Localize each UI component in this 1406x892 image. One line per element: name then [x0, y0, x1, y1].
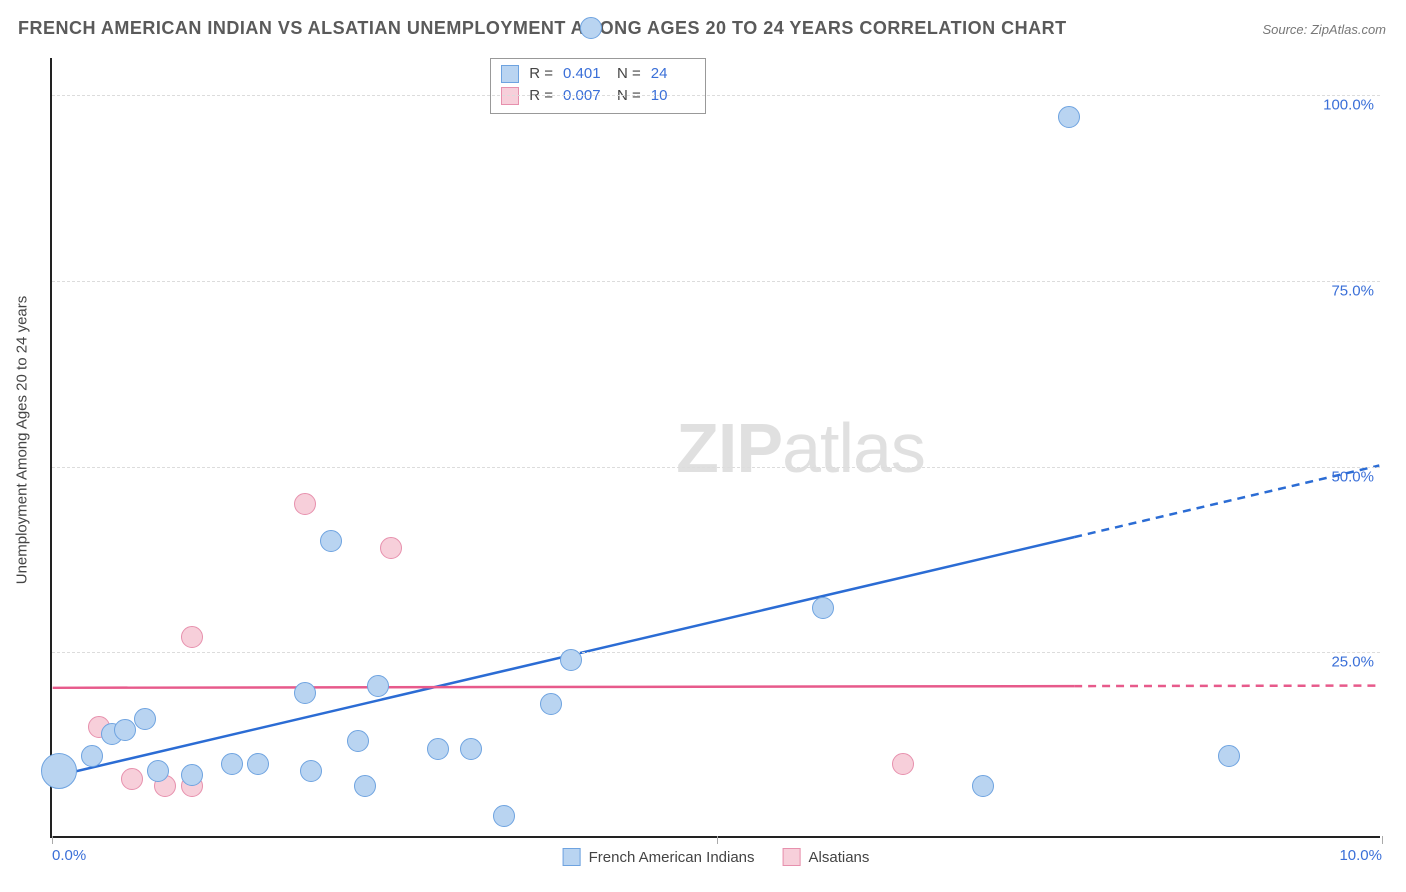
watermark: ZIPatlas: [676, 408, 925, 488]
data-point-a: [147, 760, 169, 782]
data-point-a: [300, 760, 322, 782]
data-point-a: [294, 682, 316, 704]
data-point-a: [354, 775, 376, 797]
data-point-a: [221, 753, 243, 775]
data-point-a: [460, 738, 482, 760]
data-point-a: [493, 805, 515, 827]
chart-title: FRENCH AMERICAN INDIAN VS ALSATIAN UNEMP…: [18, 18, 1067, 39]
watermark-bold: ZIP: [676, 409, 782, 487]
x-tick-label: 0.0%: [52, 847, 86, 864]
y-tick-label: 100.0%: [1323, 97, 1374, 114]
data-point-a: [1218, 745, 1240, 767]
data-point-a: [114, 719, 136, 741]
legend-label-b: Alsatians: [809, 849, 870, 866]
data-point-b: [380, 537, 402, 559]
data-point-a: [347, 730, 369, 752]
y-tick-label: 25.0%: [1331, 654, 1374, 671]
data-point-a: [41, 753, 77, 789]
stat-n-label: N =: [617, 63, 641, 85]
data-point-a: [134, 708, 156, 730]
watermark-rest: atlas: [782, 409, 925, 487]
x-tick: [1382, 836, 1383, 844]
y-axis-label: Unemployment Among Ages 20 to 24 years: [14, 296, 31, 585]
scatter-plot-area: ZIPatlas R = 0.401 N = 24 R = 0.007 N = …: [50, 58, 1380, 838]
swatch-series-a: [501, 65, 519, 83]
data-point-a: [320, 530, 342, 552]
stat-r-value-a: 0.401: [563, 63, 607, 85]
y-tick-label: 50.0%: [1331, 468, 1374, 485]
legend-swatch-b: [783, 848, 801, 866]
data-point-b: [294, 493, 316, 515]
data-point-a: [580, 17, 602, 39]
legend-item-b: Alsatians: [783, 848, 870, 866]
stat-r-label: R =: [529, 63, 553, 85]
data-point-b: [892, 753, 914, 775]
data-point-b: [181, 626, 203, 648]
data-point-a: [181, 764, 203, 786]
gridline-h: [52, 467, 1380, 468]
x-tick: [52, 836, 53, 844]
y-tick-label: 75.0%: [1331, 282, 1374, 299]
data-point-a: [812, 597, 834, 619]
gridline-h: [52, 652, 1380, 653]
legend-swatch-a: [563, 848, 581, 866]
data-point-a: [540, 693, 562, 715]
legend-label-a: French American Indians: [589, 849, 755, 866]
x-tick-label: 10.0%: [1339, 847, 1382, 864]
gridline-h: [52, 95, 1380, 96]
data-point-a: [1058, 106, 1080, 128]
data-point-a: [367, 675, 389, 697]
gridline-h: [52, 281, 1380, 282]
correlation-stats-legend: R = 0.401 N = 24 R = 0.007 N = 10: [490, 58, 706, 114]
data-point-a: [972, 775, 994, 797]
data-point-a: [247, 753, 269, 775]
stat-n-value-a: 24: [651, 63, 695, 85]
data-point-a: [560, 649, 582, 671]
trendline-overlay: [52, 58, 1380, 836]
data-point-b: [121, 768, 143, 790]
source-attribution: Source: ZipAtlas.com: [1262, 22, 1386, 37]
x-tick: [717, 836, 718, 844]
legend-item-a: French American Indians: [563, 848, 755, 866]
stats-row-series-a: R = 0.401 N = 24: [501, 63, 695, 85]
series-legend: French American Indians Alsatians: [563, 848, 870, 866]
data-point-a: [427, 738, 449, 760]
data-point-a: [81, 745, 103, 767]
